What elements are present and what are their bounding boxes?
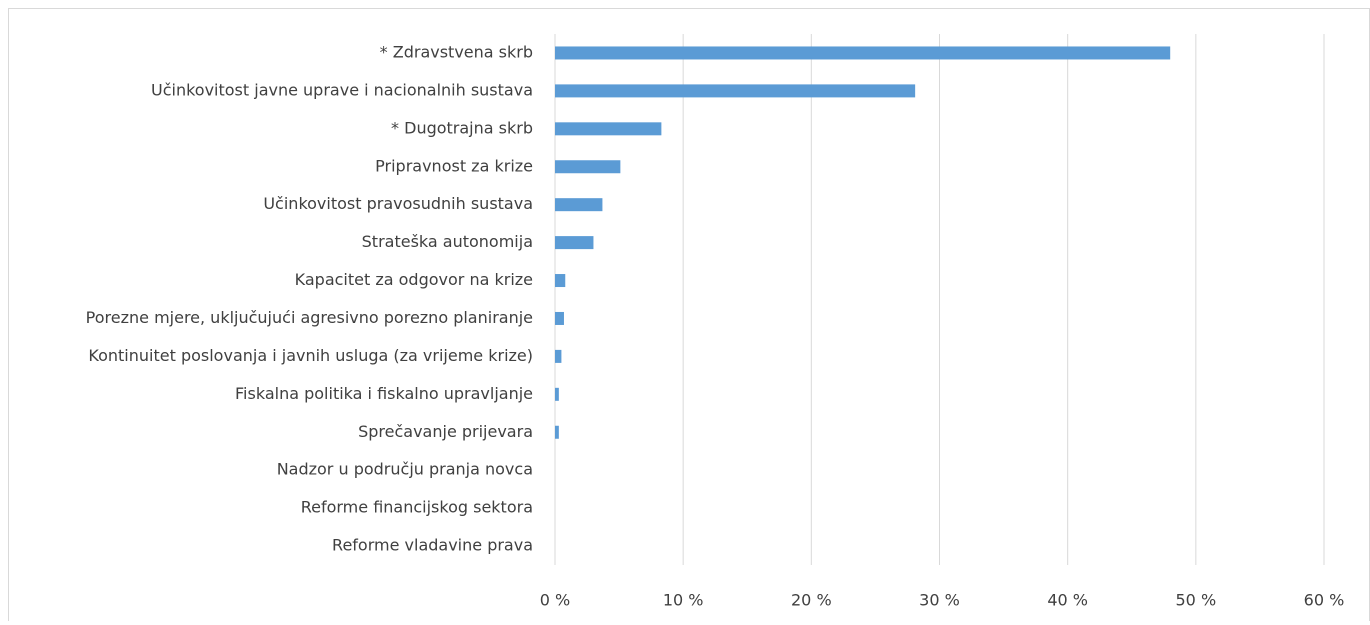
y-tick-label: Kontinuitet poslovanja i javnih usluga (… [88,346,533,365]
y-tick-label: Nadzor u području pranja novca [277,460,533,479]
x-tick-label: 60 % [1304,591,1345,610]
bar [555,387,559,401]
bar [555,425,559,439]
x-tick-label: 10 % [663,591,704,610]
y-tick-label: * Dugotrajna skrb [391,118,533,137]
bar [555,160,621,174]
y-tick-label: Reforme financijskog sektora [301,498,533,517]
bar [555,311,564,325]
x-tick-label: 0 % [540,591,570,610]
bar [555,274,566,288]
y-tick-label: Sprečavanje prijevara [358,422,533,441]
bar [555,236,594,250]
y-tick-label: Pripravnost za krize [375,156,533,175]
x-tick-label: 30 % [919,591,960,610]
x-tick-label: 20 % [791,591,832,610]
bar [555,198,603,212]
y-tick-label: * Zdravstvena skrb [380,42,533,61]
x-tick-label: 40 % [1047,591,1088,610]
bar [555,349,562,363]
y-tick-label: Strateška autonomija [362,232,533,251]
y-tick-label: Učinkovitost pravosudnih sustava [263,194,533,213]
y-tick-label: Fiskalna politika i fiskalno upravljanje [235,384,533,403]
y-tick-label: Reforme vladavine prava [332,536,533,555]
y-tick-label: Porezne mjere, uključujući agresivno por… [86,308,533,327]
y-tick-label: Kapacitet za odgovor na krize [295,270,533,289]
x-tick-label: 50 % [1176,591,1217,610]
bar [555,46,1171,60]
bar [555,84,916,98]
y-tick-label: Učinkovitost javne uprave i nacionalnih … [151,80,533,99]
bar [555,122,662,136]
